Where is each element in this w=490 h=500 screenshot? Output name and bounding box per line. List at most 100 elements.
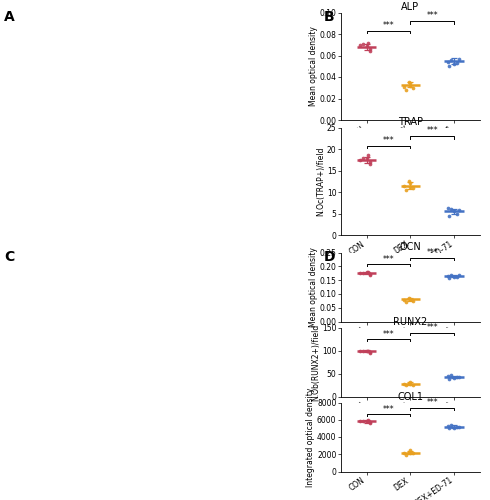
Point	[365, 346, 372, 354]
Point	[363, 42, 370, 50]
Point	[450, 424, 458, 432]
Point	[456, 206, 464, 214]
Point	[406, 446, 414, 454]
Point	[445, 274, 453, 282]
Point	[450, 208, 458, 216]
Point	[410, 184, 417, 192]
Point	[365, 416, 372, 424]
Title: OCN: OCN	[399, 242, 421, 252]
Point	[363, 268, 370, 276]
Text: ***: ***	[426, 11, 438, 20]
Point	[444, 272, 452, 280]
Point	[405, 378, 413, 386]
Point	[444, 422, 452, 430]
Text: ***: ***	[383, 330, 394, 338]
Point	[450, 274, 458, 281]
Text: ***: ***	[426, 126, 438, 135]
Point	[410, 84, 417, 92]
Point	[445, 375, 453, 383]
Point	[447, 372, 455, 380]
Point	[456, 270, 464, 278]
Point	[444, 372, 452, 380]
Y-axis label: N.Oc(TRAP+)/field: N.Oc(TRAP+)/field	[317, 146, 325, 216]
Point	[406, 183, 414, 191]
Title: COL1: COL1	[397, 392, 423, 402]
Point	[366, 158, 374, 166]
Point	[406, 380, 414, 388]
Point	[402, 451, 410, 459]
Point	[367, 349, 374, 357]
Y-axis label: Mean optical density: Mean optical density	[309, 26, 318, 106]
Title: ALP: ALP	[401, 2, 419, 12]
Point	[406, 296, 414, 304]
Point	[444, 58, 452, 66]
Point	[357, 418, 365, 426]
Point	[453, 59, 461, 67]
Point	[406, 378, 414, 386]
Point	[367, 419, 374, 427]
Point	[363, 154, 370, 162]
Point	[365, 38, 372, 46]
Point	[410, 297, 417, 305]
Point	[456, 54, 464, 62]
Point	[367, 160, 374, 168]
Text: ***: ***	[426, 398, 438, 407]
Point	[450, 374, 458, 382]
Point	[367, 45, 374, 53]
Point	[406, 80, 414, 88]
Point	[359, 347, 367, 355]
Point	[366, 418, 374, 426]
Point	[447, 271, 455, 279]
Point	[357, 269, 365, 277]
Text: ***: ***	[383, 254, 394, 264]
Point	[405, 294, 413, 302]
Text: ***: ***	[383, 20, 394, 30]
Point	[357, 41, 365, 49]
Point	[359, 154, 367, 162]
Point	[402, 382, 410, 390]
Point	[405, 78, 413, 86]
Text: D: D	[323, 250, 335, 264]
Point	[450, 60, 458, 68]
Point	[406, 180, 414, 188]
Y-axis label: Integrated optical density: Integrated optical density	[306, 388, 316, 486]
Point	[445, 424, 453, 432]
Point	[406, 295, 414, 303]
Point	[456, 422, 464, 430]
Point	[406, 449, 414, 457]
Point	[400, 296, 408, 304]
Point	[359, 269, 367, 277]
Point	[363, 346, 370, 354]
Point	[357, 348, 365, 356]
Point	[366, 47, 374, 55]
Point	[410, 450, 417, 458]
Point	[453, 373, 461, 381]
Point	[447, 56, 455, 64]
Point	[445, 62, 453, 70]
Point	[366, 270, 374, 278]
Text: A: A	[4, 10, 15, 24]
Point	[410, 380, 417, 388]
Point	[405, 448, 413, 456]
Y-axis label: N.Ob(RUNX2+)/field: N.Ob(RUNX2+)/field	[312, 324, 320, 400]
Point	[363, 416, 370, 424]
Point	[357, 156, 365, 164]
Text: B: B	[323, 10, 334, 24]
Point	[400, 182, 408, 190]
Text: ***: ***	[383, 404, 394, 413]
Point	[367, 270, 374, 278]
Point	[447, 421, 455, 429]
Point	[444, 204, 452, 212]
Point	[402, 86, 410, 94]
Text: C: C	[4, 250, 14, 264]
Title: TRAP: TRAP	[398, 116, 423, 126]
Point	[366, 348, 374, 356]
Point	[402, 186, 410, 194]
Point	[359, 40, 367, 48]
Point	[359, 418, 367, 426]
Y-axis label: Mean optical density: Mean optical density	[309, 247, 318, 327]
Point	[400, 448, 408, 456]
Point	[456, 373, 464, 381]
Point	[405, 178, 413, 186]
Text: ***: ***	[426, 324, 438, 332]
